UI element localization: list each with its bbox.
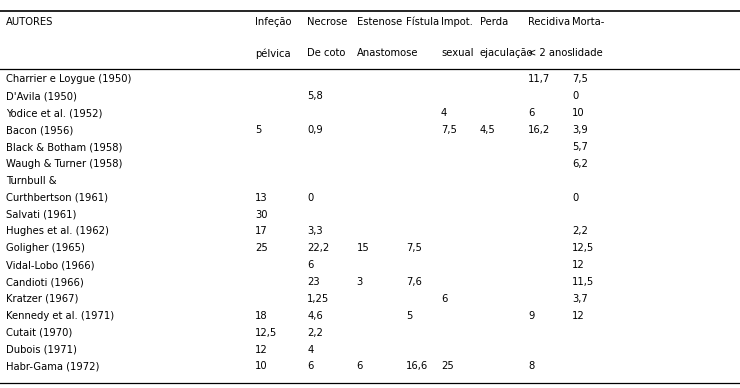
- Text: Curthbertson (1961): Curthbertson (1961): [6, 192, 108, 203]
- Text: 2,2: 2,2: [307, 327, 323, 338]
- Text: Morta-: Morta-: [572, 17, 605, 28]
- Text: 6: 6: [307, 361, 314, 371]
- Text: Vidal-Lobo (1966): Vidal-Lobo (1966): [6, 260, 95, 270]
- Text: 10: 10: [572, 108, 585, 118]
- Text: 11,7: 11,7: [528, 74, 551, 85]
- Text: 0: 0: [572, 192, 578, 203]
- Text: 3: 3: [357, 277, 363, 287]
- Text: Waugh & Turner (1958): Waugh & Turner (1958): [6, 159, 122, 169]
- Text: Kratzer (1967): Kratzer (1967): [6, 294, 78, 304]
- Text: 5,7: 5,7: [572, 142, 588, 152]
- Text: Salvati (1961): Salvati (1961): [6, 210, 76, 220]
- Text: 18: 18: [255, 311, 268, 321]
- Text: 7,5: 7,5: [572, 74, 588, 85]
- Text: Black & Botham (1958): Black & Botham (1958): [6, 142, 122, 152]
- Text: 25: 25: [441, 361, 454, 371]
- Text: 5,8: 5,8: [307, 91, 323, 101]
- Text: 4,5: 4,5: [480, 125, 495, 135]
- Text: 25: 25: [255, 243, 268, 253]
- Text: 8: 8: [528, 361, 534, 371]
- Text: pélvica: pélvica: [255, 48, 291, 59]
- Text: Infeção: Infeção: [255, 17, 292, 28]
- Text: 9: 9: [528, 311, 535, 321]
- Text: Hughes et al. (1962): Hughes et al. (1962): [6, 226, 109, 236]
- Text: De coto: De coto: [307, 48, 346, 59]
- Text: 1,25: 1,25: [307, 294, 329, 304]
- Text: 17: 17: [255, 226, 268, 236]
- Text: Anastomose: Anastomose: [357, 48, 418, 59]
- Text: Bacon (1956): Bacon (1956): [6, 125, 73, 135]
- Text: Yodice et al. (1952): Yodice et al. (1952): [6, 108, 102, 118]
- Text: Kennedy et al. (1971): Kennedy et al. (1971): [6, 311, 114, 321]
- Text: Turnbull &: Turnbull &: [6, 176, 56, 186]
- Text: Impot.: Impot.: [441, 17, 473, 28]
- Text: 0,9: 0,9: [307, 125, 323, 135]
- Text: D'Avila (1950): D'Avila (1950): [6, 91, 77, 101]
- Text: Dubois (1971): Dubois (1971): [6, 345, 77, 355]
- Text: Recidiva: Recidiva: [528, 17, 571, 28]
- Text: Estenose: Estenose: [357, 17, 402, 28]
- Text: 7,5: 7,5: [441, 125, 457, 135]
- Text: 13: 13: [255, 192, 268, 203]
- Text: Habr-Gama (1972): Habr-Gama (1972): [6, 361, 99, 371]
- Text: 7,5: 7,5: [406, 243, 422, 253]
- Text: 22,2: 22,2: [307, 243, 329, 253]
- Text: Charrier e Loygue (1950): Charrier e Loygue (1950): [6, 74, 131, 85]
- Text: 6,2: 6,2: [572, 159, 588, 169]
- Text: 3,3: 3,3: [307, 226, 323, 236]
- Text: ejaculação: ejaculação: [480, 48, 533, 59]
- Text: 12: 12: [255, 345, 268, 355]
- Text: 4: 4: [307, 345, 313, 355]
- Text: 5: 5: [406, 311, 413, 321]
- Text: 23: 23: [307, 277, 320, 287]
- Text: 5: 5: [255, 125, 262, 135]
- Text: lidade: lidade: [572, 48, 603, 59]
- Text: 0: 0: [572, 91, 578, 101]
- Text: 7,6: 7,6: [406, 277, 422, 287]
- Text: 10: 10: [255, 361, 268, 371]
- Text: 3,7: 3,7: [572, 294, 588, 304]
- Text: 12: 12: [572, 311, 585, 321]
- Text: 30: 30: [255, 210, 268, 220]
- Text: 4,6: 4,6: [307, 311, 323, 321]
- Text: 15: 15: [357, 243, 369, 253]
- Text: 6: 6: [441, 294, 448, 304]
- Text: Candioti (1966): Candioti (1966): [6, 277, 84, 287]
- Text: 16,2: 16,2: [528, 125, 551, 135]
- Text: 11,5: 11,5: [572, 277, 594, 287]
- Text: 16,6: 16,6: [406, 361, 428, 371]
- Text: 0: 0: [307, 192, 313, 203]
- Text: 12,5: 12,5: [572, 243, 594, 253]
- Text: 12,5: 12,5: [255, 327, 278, 338]
- Text: Necrose: Necrose: [307, 17, 348, 28]
- Text: sexual: sexual: [441, 48, 474, 59]
- Text: < 2 anos: < 2 anos: [528, 48, 573, 59]
- Text: Goligher (1965): Goligher (1965): [6, 243, 85, 253]
- Text: 3,9: 3,9: [572, 125, 588, 135]
- Text: Perda: Perda: [480, 17, 508, 28]
- Text: AUTORES: AUTORES: [6, 17, 53, 28]
- Text: 6: 6: [528, 108, 535, 118]
- Text: 4: 4: [441, 108, 447, 118]
- Text: Fístula: Fístula: [406, 17, 440, 28]
- Text: Cutait (1970): Cutait (1970): [6, 327, 73, 338]
- Text: 2,2: 2,2: [572, 226, 588, 236]
- Text: 6: 6: [357, 361, 363, 371]
- Text: 6: 6: [307, 260, 314, 270]
- Text: 12: 12: [572, 260, 585, 270]
